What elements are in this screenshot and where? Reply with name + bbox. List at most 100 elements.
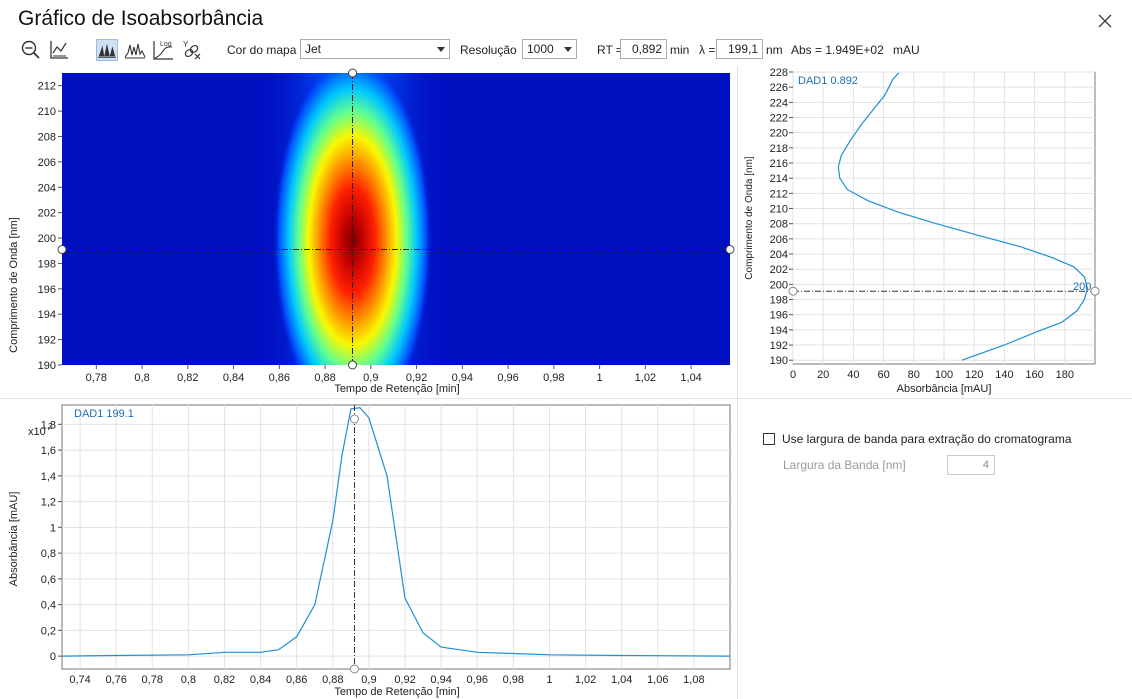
heatmap-ylabel: Comprimento de Onda [nm]	[8, 217, 20, 353]
chromatogram-x-tick-label: 0,84	[250, 674, 271, 686]
cursor-handle-bottom[interactable]	[349, 664, 359, 674]
svg-text:Y: Y	[183, 40, 189, 49]
heatmap-x-tick-label: 0,8	[134, 372, 149, 384]
heatmap-y-tick-label: 196	[38, 284, 56, 296]
abs-readout: Abs = 1.949E+02	[791, 43, 884, 57]
spectrum-x-tick-label: 40	[847, 369, 859, 381]
resolution-select[interactable]: 1000	[522, 39, 577, 59]
spectrum-x-tick-label: 180	[1056, 369, 1074, 381]
heatmap-y-tick-label: 192	[38, 335, 56, 347]
spectrum-chart[interactable]: 0 20 40 60 80 100 120 140 160 180 190 192 194 196 198…	[738, 66, 1132, 398]
spectrum-y-tick-label: 226	[770, 82, 788, 94]
isoabsorbance-heatmap[interactable]: 0,78 0,8 0,82 0,84 0,86 0,88 0,9 0,92 0,94 0,96 0,…	[0, 66, 737, 398]
heatmap-x-tick-label: 0,98	[543, 372, 564, 384]
heatmap-x-tick-label: 0,94	[452, 372, 473, 384]
spectrum-x-axis: 0 20 40 60 80 100 120 140 160 180	[790, 369, 1074, 381]
spectrum-y-tick-label: 208	[770, 219, 788, 231]
heatmap-y-tick-label: 208	[38, 131, 56, 143]
heatmap-x-tick-label: 1,04	[680, 372, 701, 384]
chromatogram-chart[interactable]: 0,74 0,76 0,78 0,8 0,82 0,84 0,86 0,88 0,9 0,92 0,…	[0, 399, 737, 699]
cursor-handle-top[interactable]	[348, 68, 358, 78]
spectrum-y-tick-label: 222	[770, 113, 788, 125]
reset-axis-icon[interactable]	[48, 39, 70, 61]
rt-label: RT =	[597, 43, 623, 57]
chromatogram-line	[61, 406, 731, 657]
panel-divider-vertical	[737, 66, 738, 699]
heatmap-y-tick-label: 190	[38, 360, 56, 372]
spectrum-x-tick-label: 140	[995, 369, 1013, 381]
chromatogram-y-tick-label: 1,2	[41, 497, 56, 509]
spectrum-y-tick-label: 210	[770, 204, 788, 216]
unlink-cursor-icon[interactable]: Y	[180, 39, 202, 61]
heatmap-y-tick-label: 204	[38, 182, 56, 194]
bandwidth-input: 4	[947, 455, 995, 475]
cursor-handle-left[interactable]	[788, 286, 798, 296]
heatmap-x-tick-label: 0,86	[269, 372, 290, 384]
heatmap-x-tick-label: 0,9	[363, 372, 378, 384]
spectrum-legend-box	[794, 73, 860, 88]
chromatogram-y-tick-label: 0,6	[41, 574, 56, 586]
spectrum-y-axis: 190 192 194 196 198 200 202 204 206 208 210 212 214 2…	[770, 67, 793, 367]
bandwidth-checkbox[interactable]	[763, 433, 775, 445]
spectrum-y-tick-label: 206	[770, 234, 788, 246]
heatmap-y-tick-label: 202	[38, 208, 56, 220]
abs-unit: mAU	[893, 43, 920, 57]
chromatogram-x-tick-label: 1,06	[647, 674, 668, 686]
heatmap-x-tick-label: 1,02	[635, 372, 656, 384]
spectrum-ylabel: Comprimento de Onda [nm]	[744, 156, 755, 280]
heatmap-xlabel: Tempo de Retenção [min]	[334, 383, 459, 395]
chromatogram-x-tick-label: 0,82	[214, 674, 235, 686]
chromatogram-x-tick-label: 0,76	[105, 674, 126, 686]
colormap-select[interactable]: Jet	[300, 39, 450, 59]
chromatogram-x-tick-label: 1,04	[611, 674, 632, 686]
lambda-input[interactable]: 199,1	[716, 39, 763, 59]
window-title: Gráfico de Isoabsorbância	[18, 7, 264, 30]
heatmap-y-tick-label: 200	[38, 233, 56, 245]
spectrum-x-tick-label: 80	[908, 369, 920, 381]
log-icon-text: Log	[160, 41, 172, 48]
spectrum-x-tick-label: 120	[965, 369, 983, 381]
chevron-down-icon	[437, 47, 445, 52]
log-scale-icon[interactable]: Log	[152, 39, 174, 61]
spectrum-y-tick-label: 202	[770, 264, 788, 276]
isoabsorbance-view-icon[interactable]	[96, 39, 118, 61]
chromatogram-y-axis: 0 0,2 0,4 0,6 0,8 1 1,2 1,4 1,6 1,8	[41, 419, 62, 663]
spectrum-y-tick-label: 224	[770, 97, 788, 109]
cursor-handle-left[interactable]	[57, 244, 67, 254]
spectrum-y-tick-label: 216	[770, 158, 788, 170]
heatmap-x-tick-label: 0,88	[314, 372, 335, 384]
bandwidth-label: Largura da Banda [nm]	[783, 458, 906, 472]
chromatogram-x-tick-label: 1,02	[575, 674, 596, 686]
chromatogram-x-tick-label: 0,98	[503, 674, 524, 686]
spectrum-line	[837, 72, 1089, 361]
bandwidth-checkbox-label[interactable]: Use largura de banda para extração do cr…	[782, 432, 1072, 446]
chromatogram-x-tick-label: 0,88	[322, 674, 343, 686]
chromatogram-x-tick-label: 0,78	[142, 674, 163, 686]
chromatogram-y-tick-label: 0	[50, 651, 56, 663]
heatmap-x-tick-label: 1	[597, 372, 603, 384]
chromatogram-y-tick-label: 1,6	[41, 445, 56, 457]
chromatogram-x-tick-label: 0,86	[286, 674, 307, 686]
cursor-handle-right[interactable]	[725, 244, 735, 254]
lambda-unit: nm	[766, 43, 783, 57]
chromatogram-x-tick-label: 0,9	[361, 674, 376, 686]
resolution-label: Resolução	[460, 43, 517, 57]
spectrum-legend: DAD1 0.892	[798, 75, 858, 87]
cursor-handle-right[interactable]	[1090, 286, 1100, 296]
cursor-handle-top[interactable]	[349, 414, 359, 424]
chromatogram-y-tick-label: 0,4	[41, 600, 56, 612]
lambda-label: λ =	[699, 43, 716, 57]
chromatogram-y-tick-label: 1,4	[41, 471, 56, 483]
rt-input[interactable]: 0,892	[620, 39, 667, 59]
heatmap-y-tick-label: 206	[38, 157, 56, 169]
spectrum-overlay-icon[interactable]	[124, 39, 146, 61]
spectrum-y-tick-label: 198	[770, 295, 788, 307]
chromatogram-x-tick-label: 0,92	[394, 674, 415, 686]
close-icon[interactable]	[1096, 12, 1114, 30]
chromatogram-x-tick-label: 0,96	[467, 674, 488, 686]
chromatogram-x-tick-label: 0,8	[181, 674, 196, 686]
chromatogram-y-tick-label: 1,8	[41, 419, 56, 431]
zoom-out-icon[interactable]	[20, 39, 42, 61]
cursor-handle-bottom[interactable]	[348, 360, 358, 370]
chromatogram-y-tick-label: 1	[50, 522, 56, 534]
